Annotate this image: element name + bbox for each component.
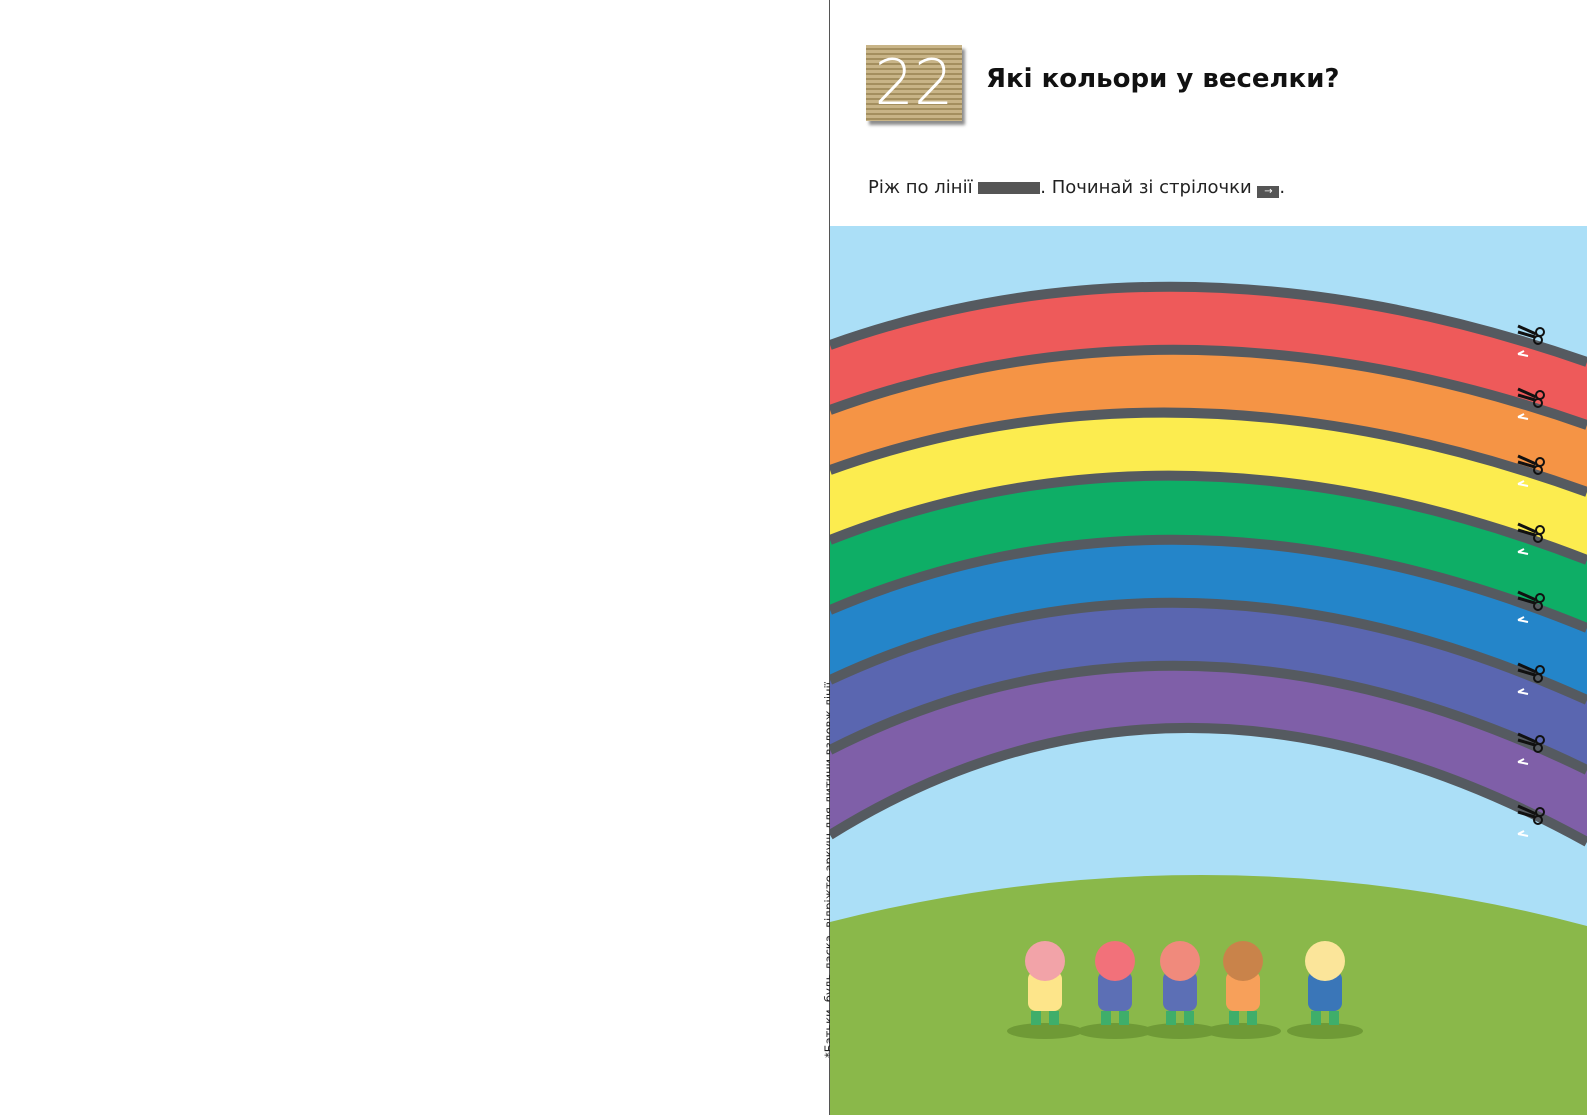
cartoon-animal-3 xyxy=(1142,941,1218,1039)
cut-line-sample xyxy=(978,182,1041,194)
green-hill xyxy=(830,874,1587,1115)
rainbow-band-1 xyxy=(830,286,1587,425)
page-fold-line xyxy=(829,0,830,1115)
cut-line xyxy=(830,407,1587,497)
cut-line xyxy=(830,281,1587,367)
scissors-icon xyxy=(1517,732,1545,765)
scissors-icon xyxy=(1517,387,1545,420)
cartoon-animal-1 xyxy=(1007,941,1083,1039)
page-title: Які кольори у веселки? xyxy=(986,64,1340,94)
start-arrow-icon xyxy=(1517,758,1529,765)
lesson-number: 22 xyxy=(874,46,954,119)
cut-line xyxy=(830,660,1587,775)
instruction-part-1: Ріж по лінії xyxy=(868,177,979,198)
cartoon-animal-4 xyxy=(1205,941,1281,1039)
start-arrow-icon xyxy=(1517,413,1529,420)
cut-line xyxy=(830,534,1587,633)
scissors-icon xyxy=(1517,804,1545,837)
start-arrow-icon xyxy=(1517,830,1529,837)
instruction-part-2: . Починай зі стрілочки xyxy=(1040,177,1258,198)
instruction-text: Ріж по лінії . Починай зі стрілочки →. xyxy=(868,177,1285,198)
rainbow-band-5 xyxy=(830,539,1587,700)
scissors-icon xyxy=(1517,590,1545,623)
rainbow-band-6 xyxy=(830,602,1587,770)
cut-line xyxy=(830,344,1587,430)
start-arrow-icon xyxy=(1517,480,1529,487)
cartoon-animal-5 xyxy=(1287,941,1363,1039)
lesson-number-badge: 22 xyxy=(866,45,962,121)
rainbow-band-4 xyxy=(830,475,1587,628)
start-arrow-icon xyxy=(1517,616,1529,623)
instruction-part-3: . xyxy=(1279,177,1286,198)
start-arrow-icon xyxy=(1517,688,1529,695)
rainbow-band-2 xyxy=(830,349,1587,492)
scissors-icon xyxy=(1517,662,1545,695)
rainbow-band-3 xyxy=(830,412,1587,560)
cut-line xyxy=(830,723,1587,847)
rainbow-illustration xyxy=(830,226,1587,1115)
rainbow-band-7 xyxy=(830,665,1587,842)
cartoon-animal-2 xyxy=(1077,941,1153,1039)
cut-line xyxy=(830,597,1587,705)
scissors-icon xyxy=(1517,454,1545,487)
scissors-icon xyxy=(1517,522,1545,555)
start-arrow-icon xyxy=(1517,548,1529,555)
cut-line xyxy=(830,470,1587,565)
start-arrow-icon xyxy=(1517,350,1529,357)
scissors-icon xyxy=(1517,324,1545,357)
start-arrow-icon: → xyxy=(1257,186,1280,198)
